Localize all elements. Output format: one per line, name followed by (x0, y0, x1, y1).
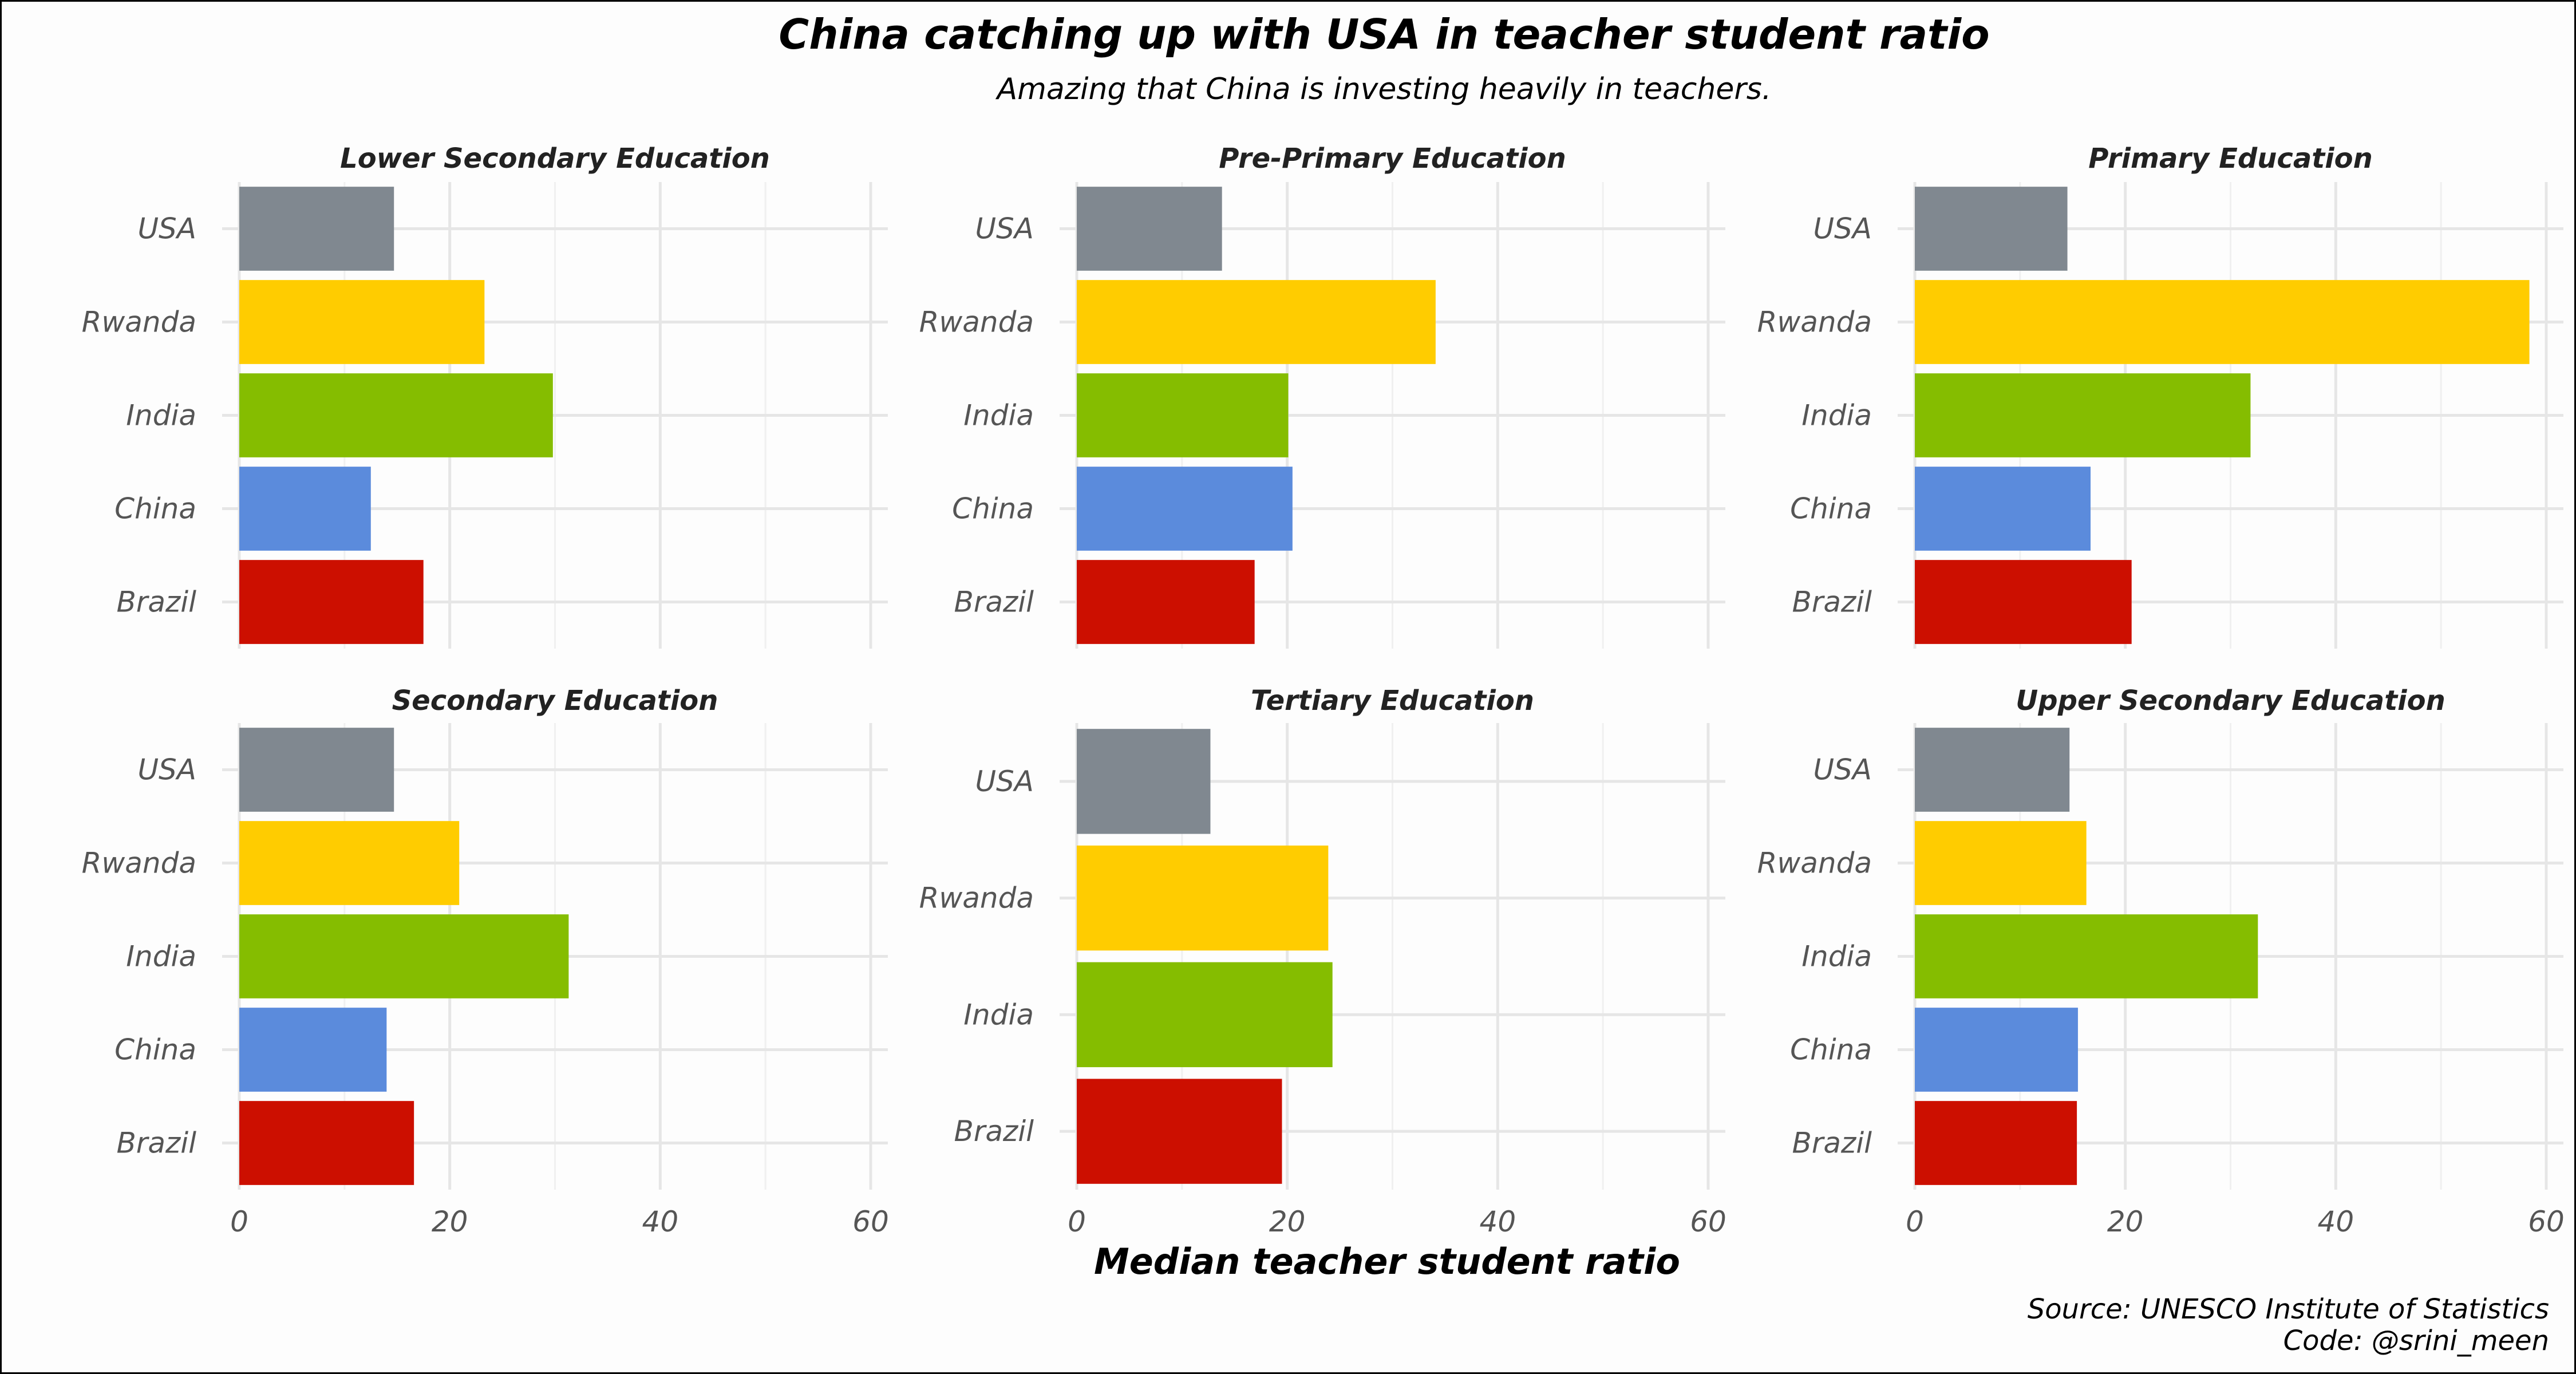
y-tick-label: Rwanda (82, 847, 196, 880)
x-tick-label: 0 (1906, 1205, 1924, 1238)
y-tick-label: USA (137, 753, 196, 787)
y-tick-label: India (963, 998, 1034, 1031)
y-tick-label: India (1801, 399, 1872, 432)
y-tick-label: India (963, 399, 1034, 432)
bar-rwanda (1915, 821, 2087, 905)
y-tick-label: China (114, 492, 196, 526)
bar-india (239, 914, 569, 998)
x-tick-label: 0 (230, 1205, 248, 1238)
bar-brazil (1077, 560, 1255, 644)
panel-title: Pre-Primary Education (1219, 143, 1566, 175)
panel: Tertiary Education USA Rwanda India Brazil 0 2… (919, 685, 1726, 1238)
panel-title: Secondary Education (392, 685, 718, 717)
y-tick-label: India (126, 940, 196, 973)
y-tick-label: Brazil (954, 1115, 1034, 1148)
y-tick-label: Brazil (116, 1127, 196, 1160)
bar-brazil (239, 1101, 414, 1185)
bar-india (1077, 373, 1289, 457)
y-tick-label: Brazil (954, 586, 1034, 619)
panel-title: Primary Education (2088, 143, 2373, 175)
bar-brazil (1077, 1079, 1282, 1184)
y-tick-label: Brazil (1792, 586, 1872, 619)
x-tick-label: 40 (2318, 1205, 2354, 1238)
x-tick-label: 0 (1068, 1205, 1086, 1238)
bar-usa (239, 728, 394, 812)
x-axis-label: Median teacher student ratio (1094, 1241, 1680, 1282)
bar-usa (1915, 728, 2070, 812)
bar-china (1915, 1008, 2078, 1092)
x-tick-label: 20 (2107, 1205, 2144, 1238)
x-tick-label: 40 (642, 1205, 679, 1238)
chart-title: China catching up with USA in teacher st… (779, 10, 1989, 58)
x-tick-label: 20 (1269, 1205, 1306, 1238)
x-tick-label: 20 (432, 1205, 468, 1238)
y-tick-label: USA (1813, 212, 1872, 246)
y-tick-label: Rwanda (919, 306, 1034, 339)
panels-group: Lower Secondary Education USA Rwanda India C… (82, 143, 2565, 1238)
bar-brazil (1915, 560, 2132, 644)
y-tick-label: USA (975, 212, 1034, 246)
bar-rwanda (1915, 280, 2530, 364)
bar-usa (1915, 187, 2068, 271)
bar-india (1077, 962, 1333, 1068)
panel: Primary Education USA Rwanda India China Braz… (1757, 143, 2563, 649)
x-tick-label: 60 (852, 1205, 889, 1238)
panel: Secondary Education USA Rwanda India China Br… (82, 685, 889, 1238)
bar-usa (1077, 729, 1211, 834)
y-tick-label: Rwanda (82, 306, 196, 339)
bar-rwanda (1077, 280, 1436, 364)
panel: Upper Secondary Education USA Rwanda India C… (1757, 685, 2565, 1238)
caption-source: Source: UNESCO Institute of Statistics (2028, 1293, 2549, 1325)
y-tick-label: Brazil (116, 586, 196, 619)
bar-usa (239, 187, 394, 271)
bar-india (1915, 373, 2251, 457)
y-tick-label: China (114, 1033, 196, 1067)
y-tick-label: USA (975, 765, 1034, 798)
panel-title: Upper Secondary Education (2016, 685, 2445, 717)
bar-india (1915, 914, 2258, 998)
caption-code: Code: @srini_meen (2283, 1325, 2549, 1357)
bar-china (1915, 467, 2091, 551)
bar-china (239, 467, 371, 551)
panel: Lower Secondary Education USA Rwanda India C… (82, 143, 888, 649)
y-tick-label: India (1801, 940, 1872, 973)
x-tick-label: 60 (2528, 1205, 2565, 1238)
x-tick-label: 60 (1690, 1205, 1726, 1238)
bar-brazil (1915, 1101, 2077, 1185)
y-tick-label: China (1790, 492, 1872, 526)
bar-india (239, 373, 553, 457)
y-tick-label: Rwanda (1757, 847, 1872, 880)
y-tick-label: USA (1813, 753, 1872, 787)
bar-rwanda (239, 821, 460, 905)
panel: Pre-Primary Education USA Rwanda India China… (919, 143, 1725, 649)
y-tick-label: China (1790, 1033, 1872, 1067)
x-tick-label: 40 (1480, 1205, 1516, 1238)
y-tick-label: Rwanda (1757, 306, 1872, 339)
bar-rwanda (1077, 845, 1329, 951)
y-tick-label: Rwanda (919, 882, 1034, 915)
bar-china (1077, 467, 1293, 551)
panel-title: Tertiary Education (1251, 685, 1534, 717)
y-tick-label: China (952, 492, 1034, 526)
y-tick-label: India (126, 399, 196, 432)
y-tick-label: Brazil (1792, 1127, 1872, 1160)
bar-usa (1077, 187, 1222, 271)
y-tick-label: USA (137, 212, 196, 246)
chart-subtitle: Amazing that China is investing heavily … (995, 72, 1772, 106)
bar-rwanda (239, 280, 485, 364)
bar-brazil (239, 560, 424, 644)
bar-china (239, 1008, 387, 1092)
panel-title: Lower Secondary Education (340, 143, 770, 175)
